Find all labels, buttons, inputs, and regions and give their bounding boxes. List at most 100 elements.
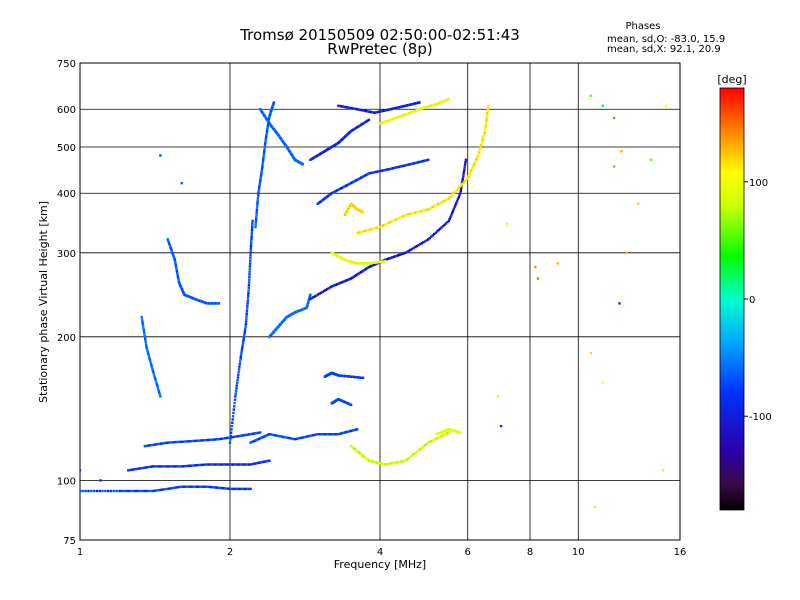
colorbar-tick-label: 100 (749, 178, 768, 189)
echo-point (341, 431, 344, 435)
echo-point (252, 462, 255, 466)
echo-point (260, 167, 264, 170)
echo-point (180, 181, 183, 185)
echo-point (148, 444, 151, 447)
echo-point (266, 124, 270, 128)
echo-point (357, 108, 360, 111)
echo-point (267, 123, 270, 126)
echo-point (612, 116, 616, 120)
echo-point (593, 505, 597, 509)
echo-point (250, 463, 254, 466)
echo-point (625, 251, 628, 254)
echo-point (323, 433, 327, 436)
x-axis-label: Frequency [MHz] (334, 558, 426, 571)
echo-point (228, 463, 232, 466)
echo-point (334, 283, 338, 286)
echo-point (257, 194, 260, 197)
echo-point (264, 139, 267, 143)
echo-point (143, 333, 146, 336)
echo-point (153, 443, 156, 446)
echo-point (482, 133, 486, 136)
echo-point (362, 121, 365, 125)
echo-point (404, 459, 407, 462)
echo-point (433, 205, 436, 208)
echo-point (433, 232, 436, 236)
echo-point (461, 177, 464, 181)
echo-point (310, 296, 314, 300)
echo-point (168, 487, 171, 490)
echo-point (262, 460, 266, 463)
echo-point (461, 182, 464, 186)
echo-point (437, 436, 440, 439)
echo-point (180, 440, 183, 443)
echo-point (472, 164, 475, 167)
echo-point (601, 104, 604, 107)
echo-point (160, 442, 163, 445)
echo-point (358, 124, 362, 127)
x-tick-label: 16 (674, 547, 687, 558)
echo-point (338, 281, 342, 285)
echo-point (247, 289, 250, 292)
echo-point (256, 204, 259, 207)
echo-point (205, 438, 209, 442)
echo-point (184, 464, 187, 468)
stats-x: mean, sd,X: 92.1, 20.9 (607, 44, 721, 55)
echo-point (253, 432, 256, 435)
echo-point (230, 428, 233, 431)
echo-point (231, 415, 235, 418)
echo-point (370, 227, 374, 231)
echo-point (447, 219, 451, 223)
echo-point (168, 465, 171, 468)
echo-point (391, 219, 394, 223)
echo-point (230, 436, 233, 439)
echo-point (236, 376, 240, 379)
echo-point (261, 165, 264, 168)
echo-point (155, 465, 159, 468)
echo-point (461, 180, 464, 183)
echo-point (222, 463, 225, 466)
echo-point (405, 250, 409, 254)
echo-point (250, 440, 254, 444)
echo-point (344, 279, 347, 282)
echo-point (481, 140, 484, 143)
echo-point (464, 158, 468, 161)
echo-point (80, 469, 82, 472)
echo-point (379, 260, 382, 264)
echo-point (212, 463, 215, 466)
grid-lines (80, 63, 680, 540)
echo-point (459, 431, 462, 434)
echo-point (366, 119, 369, 122)
echo-point (257, 190, 260, 193)
echo-point (141, 324, 145, 327)
echo-point (264, 434, 267, 438)
echo-point (242, 463, 245, 466)
echo-point (156, 384, 159, 387)
echo-point (176, 274, 179, 278)
echo-point (405, 458, 409, 461)
x-tick-label: 8 (527, 547, 533, 558)
echo-point (387, 462, 390, 466)
echo-point (372, 227, 375, 230)
echo-point (258, 186, 261, 190)
echo-point (230, 463, 233, 466)
echo-point (175, 266, 178, 270)
echo-point (475, 157, 478, 160)
echo-point (479, 145, 482, 148)
echo-point (360, 109, 364, 112)
x-tick-label: 4 (377, 547, 383, 558)
echo-point (306, 435, 310, 438)
echo-point (247, 433, 251, 436)
echo-point (249, 244, 253, 248)
echo-point (435, 437, 439, 440)
echo-point (418, 243, 422, 246)
echo-point (232, 411, 235, 415)
echo-point (412, 453, 415, 456)
echo-point (664, 104, 668, 107)
echo-point (620, 150, 623, 153)
echo-point (174, 486, 177, 489)
echo-point (228, 436, 231, 439)
echo-point (157, 389, 160, 393)
echo-point (260, 171, 263, 174)
echo-point (355, 126, 358, 130)
echo-point (237, 370, 240, 374)
